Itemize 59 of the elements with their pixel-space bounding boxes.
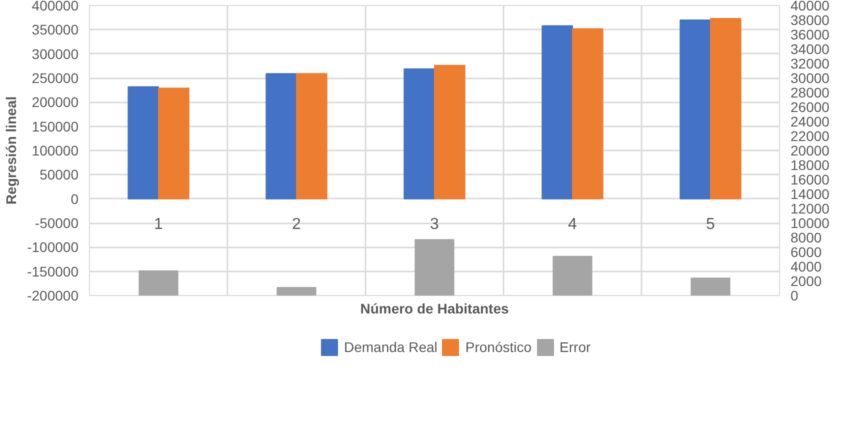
y-tick-label: 0: [70, 190, 79, 207]
y2-tick-label: 24000: [790, 114, 830, 130]
y-tick-label: 400000: [32, 0, 79, 14]
y-tick-label: 150000: [32, 118, 79, 134]
y-tick-label: 50000: [40, 166, 79, 183]
bar: [404, 68, 435, 200]
y-tick-label: 200000: [32, 94, 79, 110]
y-tick-label: 250000: [32, 70, 79, 86]
y2-tick-label: 14000: [790, 186, 830, 202]
y2-tick-label: 10000: [790, 215, 830, 231]
y2-tick-label: 6000: [790, 244, 822, 260]
bar: [414, 239, 454, 296]
bar: [296, 73, 328, 200]
y2-tick-label: 28000: [790, 84, 830, 100]
y2-tick-label: 32000: [790, 56, 830, 72]
y2-tick-label: 34000: [790, 41, 830, 57]
bar: [128, 86, 159, 200]
bar: [138, 270, 178, 296]
y2-tick-label: 16000: [790, 172, 830, 188]
x-axis-title: Número de Habitantes: [360, 300, 510, 316]
y2-tick-label: 8000: [790, 230, 822, 246]
bar: [158, 88, 190, 200]
bar: [276, 287, 316, 296]
y-axis-title: Regresión lineal: [3, 96, 20, 205]
x-tick-label: 5: [706, 216, 716, 233]
y-tick-label: 100000: [32, 142, 79, 158]
y2-tick-label: 18000: [790, 157, 830, 173]
x-tick-label: 2: [292, 216, 302, 233]
y2-tick-label: 26000: [790, 99, 830, 115]
bar: [572, 28, 604, 200]
y2-tick-label: 0: [790, 288, 798, 304]
y-tick-label: -150000: [27, 263, 79, 280]
bar: [710, 18, 742, 200]
y2-tick-label: 40000: [790, 0, 830, 14]
bar: [552, 256, 592, 296]
y-tick-label: 350000: [32, 22, 79, 38]
y2-tick-label: 22000: [790, 128, 830, 144]
x-tick-label: 4: [568, 216, 578, 233]
y-tick-label: 300000: [32, 46, 79, 62]
y2-tick-label: 38000: [790, 12, 830, 28]
legend-label: Demanda Real: [344, 339, 438, 355]
y2-tick-label: 12000: [790, 200, 830, 216]
y-tick-label: -100000: [27, 239, 79, 256]
y-tick-label: -50000: [34, 215, 79, 231]
y-tick-label: -200000: [27, 288, 79, 304]
legend-label: Pronóstico: [465, 339, 532, 355]
bar: [434, 64, 466, 200]
bar: [266, 73, 297, 200]
y2-tick-label: 20000: [790, 142, 830, 158]
y2-tick-label: 30000: [790, 70, 830, 86]
bar: [680, 20, 711, 200]
bar: [690, 278, 730, 296]
x-tick-label: 3: [430, 216, 440, 233]
legend-label: Error: [560, 339, 591, 355]
y2-tick-label: 36000: [790, 26, 830, 42]
y2-tick-label: 4000: [790, 258, 822, 274]
bar: [542, 25, 573, 200]
x-tick-label: 1: [154, 216, 164, 233]
y2-tick-label: 2000: [790, 273, 822, 289]
